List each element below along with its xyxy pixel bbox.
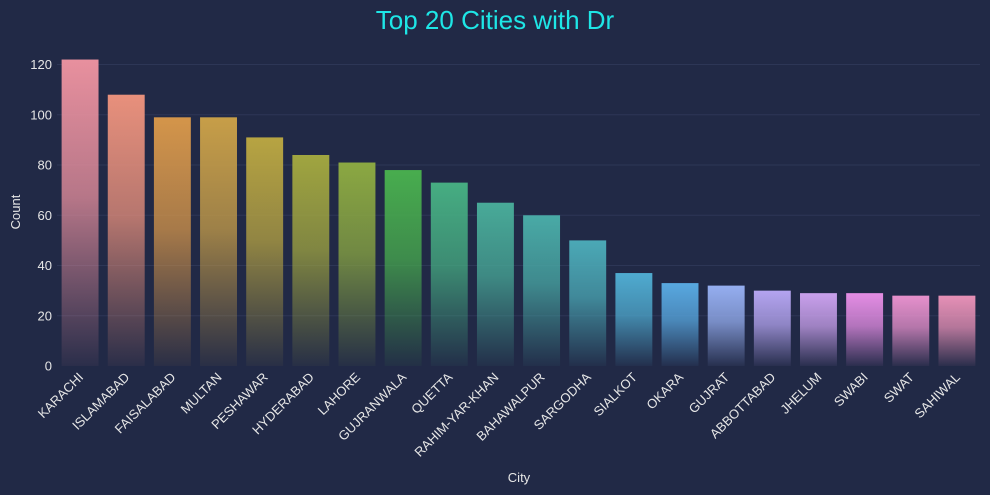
x-tick-label: QUETTA xyxy=(408,369,455,416)
y-tick-label: 60 xyxy=(38,208,52,223)
x-tick-label: SAHIWAL xyxy=(911,370,963,422)
x-tick-label: RAHIM-YAR-KHAN xyxy=(411,370,501,460)
x-tick-label: SWAT xyxy=(881,369,917,405)
chart-title: Top 20 Cities with Dr xyxy=(376,5,615,35)
bar xyxy=(892,295,930,366)
x-tick-label: MULTAN xyxy=(178,370,225,417)
bars xyxy=(61,59,976,366)
y-axis-ticks: 0 20 40 60 80 100 120 xyxy=(30,57,52,373)
y-tick-label: 120 xyxy=(30,57,52,72)
bar xyxy=(430,182,468,366)
x-tick-label: JHELUM xyxy=(777,370,824,417)
x-tick-label: SIALKOT xyxy=(591,369,640,418)
bar xyxy=(338,162,376,366)
y-axis-label: Count xyxy=(8,194,23,229)
bar xyxy=(292,154,330,366)
bar xyxy=(800,293,837,366)
bar xyxy=(615,273,653,366)
bar xyxy=(707,285,745,366)
y-tick-label: 20 xyxy=(38,308,52,323)
bar xyxy=(476,202,514,366)
y-tick-label: 0 xyxy=(45,359,52,374)
x-tick-label: OKARA xyxy=(643,369,686,412)
y-tick-label: 100 xyxy=(30,107,52,122)
bar xyxy=(153,117,191,366)
bar xyxy=(384,170,422,366)
bar xyxy=(753,290,791,366)
bar xyxy=(200,117,237,366)
y-grid xyxy=(57,64,980,317)
y-tick-label: 80 xyxy=(38,158,52,173)
x-tick-label: SWABI xyxy=(831,370,871,410)
x-tick-label: GUJRAT xyxy=(686,369,733,416)
x-axis-label: City xyxy=(508,470,531,485)
bar xyxy=(107,94,145,366)
bar xyxy=(661,283,699,366)
bar xyxy=(523,215,561,366)
bar xyxy=(246,137,284,366)
bar xyxy=(569,240,607,366)
bar xyxy=(61,59,99,366)
y-tick-label: 40 xyxy=(38,258,52,273)
x-tick-label: LAHORE xyxy=(315,369,364,418)
bar xyxy=(938,295,976,366)
bar xyxy=(846,293,884,366)
